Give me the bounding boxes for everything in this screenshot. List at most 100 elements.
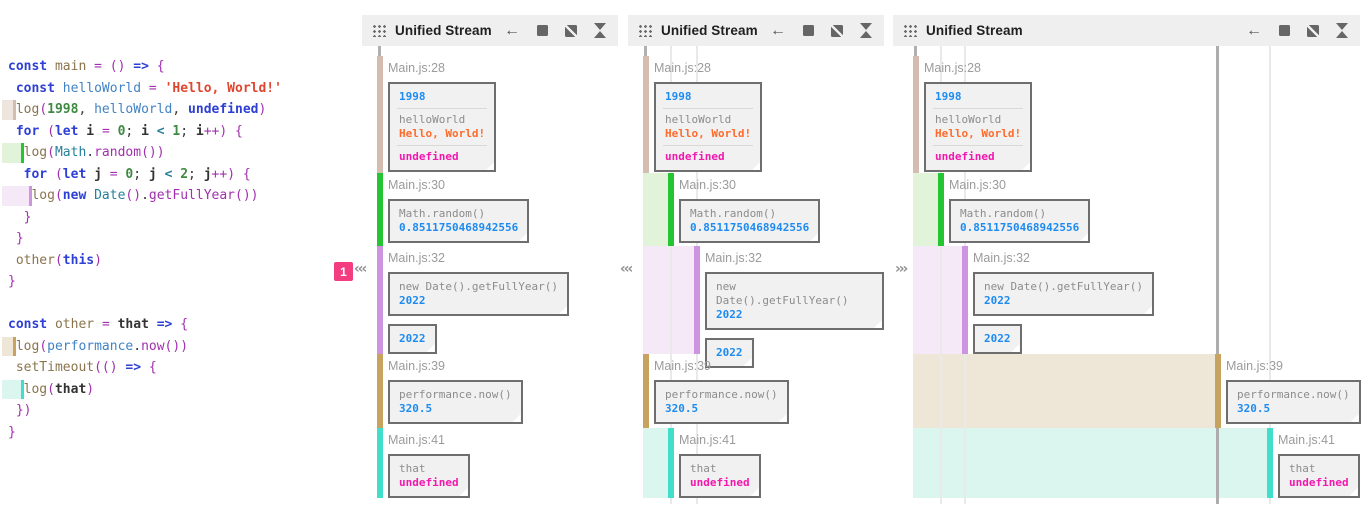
stream-entry-layer: Main.js:30 Math.random() 0.851175046894255…	[628, 173, 884, 246]
entry-content: Main.js:32 new Date().getFullYear() 2022 20…	[973, 251, 1154, 362]
log-value-box[interactable]: 1998 helloWorld Hello, World! undefined	[388, 82, 497, 172]
code-token: const	[15, 80, 63, 96]
entry-content: Main.js:30 Math.random() 0.851175046894255…	[949, 178, 1091, 251]
code-token	[94, 124, 102, 139]
code-token: new	[62, 188, 87, 203]
code-token: (	[54, 166, 63, 182]
stream-entry-layer: Main.js:39 performance.now() 320.5	[362, 354, 618, 428]
scroll-right-indicator[interactable]: ›››	[895, 261, 908, 277]
source-link[interactable]: Main.js:41	[388, 433, 445, 447]
stream-entry-row	[893, 246, 1360, 354]
source-link[interactable]: Main.js:41	[679, 433, 736, 447]
log-value-box[interactable]: performance.now() 320.5	[388, 380, 523, 424]
code-token: setTimeout	[15, 360, 95, 375]
log-value-box[interactable]: performance.now() 320.5	[654, 380, 789, 424]
code-token	[8, 167, 24, 182]
logpoint-gutter-mark[interactable]	[2, 336, 16, 356]
logpoint-gutter-mark[interactable]	[2, 100, 16, 120]
source-link[interactable]: Main.js:41	[1278, 433, 1335, 447]
code-token	[157, 81, 165, 96]
logpoint-gutter-mark[interactable]	[2, 379, 24, 399]
code-token: {	[148, 360, 157, 375]
log-value-box[interactable]: new Date().getFullYear() 2022	[388, 272, 569, 316]
log-value: 1998	[665, 90, 692, 103]
source-link[interactable]: Main.js:39	[1226, 359, 1283, 373]
source-link[interactable]: Main.js:28	[388, 61, 445, 75]
log-value-box[interactable]: 2022	[388, 324, 437, 354]
log-value: helloWorld	[935, 113, 1002, 126]
code-token: j	[148, 166, 157, 182]
stream-entry-layer: Main.js:28 1998 helloWorld Hello, World! und…	[893, 56, 1360, 173]
log-value-box[interactable]: new Date().getFullYear() 2022	[705, 272, 884, 330]
log-value: 2022	[984, 294, 1011, 307]
scroll-left-indicator[interactable]: ‹‹‹	[620, 261, 633, 277]
code-token	[8, 81, 16, 96]
stop-icon[interactable]	[537, 25, 548, 36]
code-token: let	[54, 123, 79, 139]
log-value-box[interactable]: Math.random() 0.8511750468942556	[949, 199, 1091, 243]
stream-entry-row	[893, 354, 1360, 428]
back-icon[interactable]: ←	[770, 21, 786, 39]
log-value-box[interactable]: that undefined	[679, 454, 761, 498]
unified-stream-panel: Unified Stream ← Main.js:28 1998 helloWorld H…	[620, 15, 884, 508]
value-divider	[663, 145, 754, 146]
log-value-box[interactable]: that undefined	[388, 454, 470, 498]
log-value-box[interactable]: Math.random() 0.8511750468942556	[679, 199, 821, 243]
expand-icon[interactable]	[831, 24, 843, 37]
iteration-count-badge[interactable]: 1	[334, 262, 353, 281]
log-value: new Date().getFullYear()	[716, 280, 849, 307]
unified-stream-panel: Unified Stream ← Main.js:28 1998 helloWorld H…	[893, 15, 1361, 508]
code-token: performance	[47, 338, 134, 354]
code-line: log(performance.now())	[0, 336, 340, 358]
logpoint-gutter-mark[interactable]	[2, 186, 32, 206]
log-value: 320.5	[399, 402, 433, 415]
logpoint-gutter-mark[interactable]	[2, 143, 24, 163]
entry-content: Main.js:41 that undefined	[1278, 433, 1360, 506]
entry-duration-bar	[377, 56, 383, 173]
code-token: getFullYear	[148, 188, 235, 203]
log-value-box[interactable]: 1998 helloWorld Hello, World! undefined	[654, 82, 763, 172]
source-link[interactable]: Main.js:30	[949, 178, 1006, 192]
code-token: =	[101, 317, 110, 332]
context-fill	[913, 428, 1270, 498]
source-link[interactable]: Main.js:32	[388, 251, 445, 265]
source-link[interactable]: Main.js:28	[654, 61, 711, 75]
drag-handle-icon[interactable]	[638, 24, 652, 37]
source-link[interactable]: Main.js:32	[705, 251, 762, 265]
source-link[interactable]: Main.js:28	[924, 61, 981, 75]
context-fill	[913, 246, 965, 354]
source-link[interactable]: Main.js:30	[388, 178, 445, 192]
back-icon[interactable]: ←	[504, 21, 520, 39]
context-fill	[913, 354, 1218, 428]
log-value-box[interactable]: 1998 helloWorld Hello, World! undefined	[924, 82, 1033, 172]
stop-icon[interactable]	[1279, 25, 1290, 36]
resize-notch	[743, 358, 752, 366]
expand-icon[interactable]	[1307, 24, 1319, 37]
log-value-box[interactable]: 2022	[705, 338, 754, 368]
expand-icon[interactable]	[565, 24, 577, 37]
source-link[interactable]: Main.js:39	[388, 359, 445, 373]
drag-handle-icon[interactable]	[903, 24, 917, 37]
code-token: j	[94, 166, 102, 182]
hourglass-icon[interactable]	[594, 23, 606, 38]
source-link[interactable]: Main.js:39	[654, 359, 711, 373]
log-value-box[interactable]: 2022	[973, 324, 1022, 354]
source-link[interactable]: Main.js:32	[973, 251, 1030, 265]
scroll-left-indicator[interactable]: ‹‹‹	[354, 261, 367, 277]
hourglass-icon[interactable]	[860, 23, 872, 38]
code-token	[149, 59, 157, 74]
log-value-box[interactable]: that undefined	[1278, 454, 1360, 498]
code-token	[47, 167, 55, 182]
drag-handle-icon[interactable]	[372, 24, 386, 37]
log-value-box[interactable]: performance.now() 320.5	[1226, 380, 1361, 424]
log-value: Math.random()	[399, 207, 486, 220]
code-token: i	[86, 123, 95, 139]
code-token	[157, 167, 165, 182]
stop-icon[interactable]	[803, 25, 814, 36]
code-line: log(Math.random())	[0, 142, 340, 164]
back-icon[interactable]: ←	[1246, 21, 1262, 39]
log-value-box[interactable]: Math.random() 0.8511750468942556	[388, 199, 530, 243]
source-link[interactable]: Main.js:30	[679, 178, 736, 192]
log-value-box[interactable]: new Date().getFullYear() 2022	[973, 272, 1154, 316]
hourglass-icon[interactable]	[1336, 23, 1348, 38]
